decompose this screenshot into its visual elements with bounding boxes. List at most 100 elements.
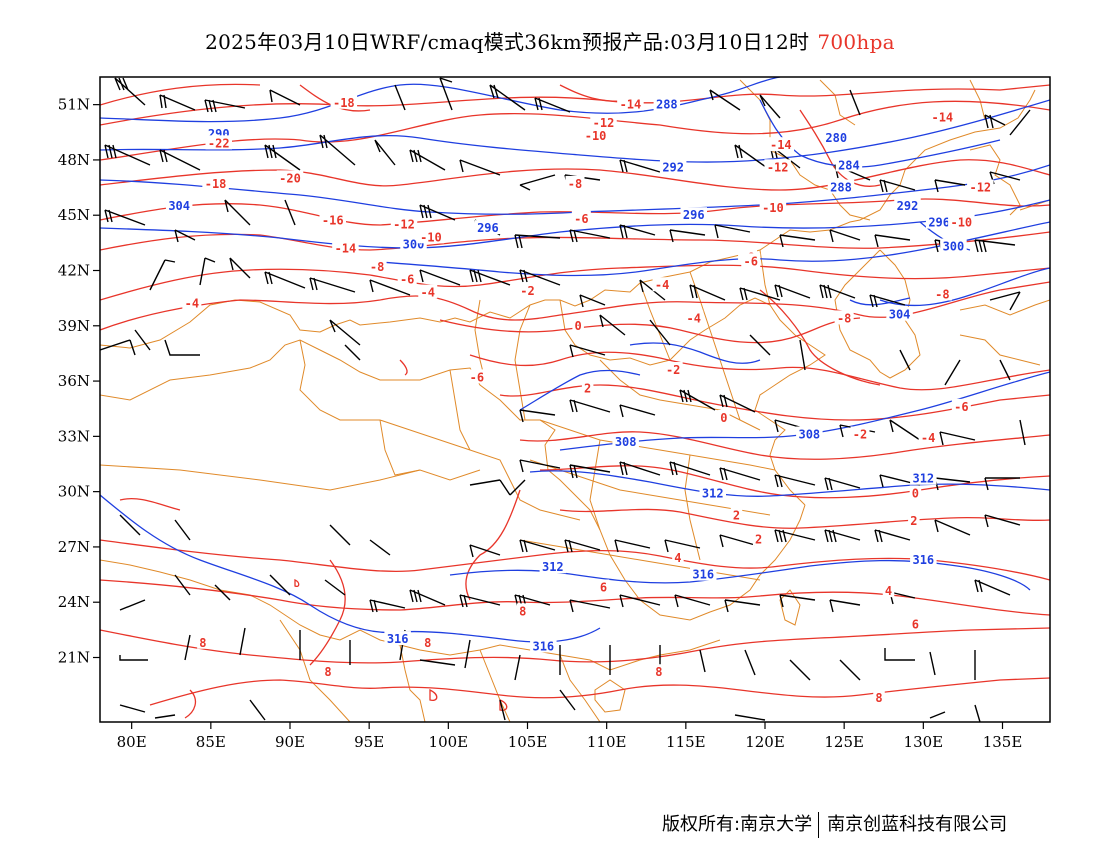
height-label-bg (653, 96, 681, 111)
temp-label-bg (873, 690, 885, 705)
temp-label: 8 (875, 691, 882, 705)
height-label-bg (530, 638, 557, 653)
temp-label-bg (741, 253, 761, 268)
temp-label: -8 (568, 177, 582, 191)
copyright-footer: 版权所有:南京大学 南京创蓝科技有限公司 (662, 810, 1007, 838)
title-main: 2025年03月10日WRF/cmaq模式36km预报产品:03月10日12时 (205, 30, 810, 54)
temp-label-bg (565, 175, 585, 190)
height-label: 304 (168, 199, 190, 213)
height-label: 292 (662, 160, 684, 174)
height-label: 284 (838, 158, 860, 172)
temp-label: 8 (519, 604, 526, 618)
temp-label-bg (767, 137, 795, 152)
temp-label-bg (572, 317, 584, 332)
height-label-bg (659, 159, 687, 174)
temp-label: -6 (470, 370, 484, 384)
x-tick-label: 100E (429, 733, 469, 751)
height-label: 280 (825, 131, 847, 145)
temp-label-bg (908, 513, 920, 528)
temp-label: -10 (950, 216, 972, 230)
temp-label-bg (276, 170, 304, 185)
temp-label: -10 (585, 129, 607, 143)
height-label-bg (835, 157, 863, 172)
y-tick-label: 24N (58, 593, 90, 611)
temp-label-bg (467, 369, 487, 384)
temp-label: 2 (755, 533, 762, 547)
temp-label: -10 (420, 230, 442, 244)
temp-label: -6 (954, 400, 968, 414)
temp-label-bg (834, 310, 854, 325)
temp-label: 0 (912, 486, 919, 500)
temp-label-bg (367, 258, 387, 273)
temp-label-bg (518, 282, 537, 297)
temp-label-bg (684, 310, 704, 325)
y-tick-label: 42N (58, 262, 90, 280)
temp-label-bg (422, 634, 434, 649)
temp-label: -14 (770, 138, 792, 152)
x-tick-label: 130E (904, 733, 944, 751)
y-tick-label: 48N (58, 151, 90, 169)
temp-label-bg (764, 159, 791, 174)
height-label: 292 (897, 199, 919, 213)
x-tick-label: 95E (354, 733, 384, 751)
height-label: 308 (615, 435, 637, 449)
height-label: 296 (928, 216, 950, 230)
x-tick-label: 120E (745, 733, 785, 751)
temp-label-bg (909, 616, 922, 631)
height-label: 288 (656, 98, 678, 112)
temp-label: -22 (208, 136, 230, 150)
temp-label-bg (752, 531, 765, 546)
height-label: 316 (532, 639, 554, 653)
height-label: 288 (830, 181, 852, 195)
height-label: 308 (798, 428, 820, 442)
temp-label: -12 (593, 116, 615, 130)
temp-label-bg (850, 426, 870, 441)
temp-label-bg (418, 284, 438, 299)
height-label-bg (539, 559, 567, 574)
temp-label: -14 (931, 111, 953, 125)
temp-label: 8 (199, 636, 206, 650)
height-label: 312 (912, 472, 934, 486)
x-tick-label: 90E (275, 733, 305, 751)
temp-label-bg (967, 179, 994, 194)
y-tick-label: 39N (58, 317, 90, 335)
temp-label-bg (617, 96, 644, 111)
temp-label: -4 (921, 431, 935, 445)
temp-label: -12 (969, 181, 991, 195)
temp-label-bg (517, 603, 529, 618)
temp-label: 8 (324, 665, 331, 679)
temp-label: 2 (910, 514, 917, 528)
x-tick-label: 80E (117, 733, 147, 751)
x-axis: 80E 85E 90E 95E 100E 105E 110E 115E 120E 125E 130E… (117, 722, 1022, 751)
temp-label-bg (929, 109, 956, 124)
copyright-owner: 版权所有:南京大学 (662, 814, 813, 835)
temp-label: -14 (335, 241, 357, 255)
temp-label-bg (652, 277, 672, 292)
y-tick-label: 51N (58, 96, 90, 114)
y-tick-label: 30N (58, 483, 90, 501)
temp-label: -20 (279, 171, 301, 185)
footer-separator (818, 812, 820, 838)
x-tick-label: 125E (824, 733, 864, 751)
height-label: 316 (387, 632, 409, 646)
height-label-bg (910, 470, 937, 485)
height-label-bg (910, 551, 937, 566)
y-tick-label: 36N (58, 372, 90, 390)
temp-label: -4 (655, 278, 669, 292)
temp-label-bg (417, 229, 445, 244)
height-label: 300 (943, 240, 965, 254)
temp-label: 8 (655, 665, 662, 679)
height-label-bg (796, 426, 823, 441)
temp-label-bg (197, 634, 209, 649)
height-label: 316 (692, 568, 714, 582)
height-label: 312 (542, 560, 564, 574)
temp-label: -10 (762, 201, 784, 215)
height-label-bg (680, 207, 707, 222)
temp-label: 4 (674, 551, 681, 565)
temp-label-bg (205, 135, 232, 150)
height-label-bg (474, 220, 502, 235)
temp-label-bg (319, 212, 346, 227)
height-labels: 2882902922962963003043043083083123123163… (165, 96, 967, 653)
temp-label: -8 (370, 260, 384, 274)
temp-label-bg (932, 286, 952, 301)
